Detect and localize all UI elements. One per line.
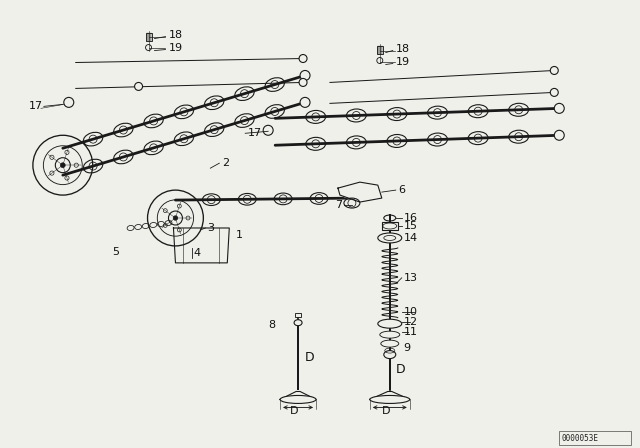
- Text: 1: 1: [236, 230, 243, 240]
- Bar: [559, 431, 631, 445]
- Circle shape: [134, 82, 143, 90]
- Text: 5: 5: [113, 247, 120, 257]
- Circle shape: [299, 78, 307, 86]
- Ellipse shape: [384, 351, 396, 358]
- Circle shape: [64, 97, 74, 108]
- Ellipse shape: [378, 233, 402, 243]
- Text: 10: 10: [404, 307, 418, 317]
- Text: D: D: [305, 351, 315, 364]
- Text: 18: 18: [168, 30, 182, 39]
- Text: 6: 6: [397, 185, 404, 195]
- Circle shape: [173, 216, 178, 220]
- Ellipse shape: [378, 319, 402, 328]
- Circle shape: [554, 130, 564, 140]
- Circle shape: [300, 97, 310, 108]
- Text: D: D: [381, 406, 390, 417]
- Text: 0000053E: 0000053E: [561, 434, 598, 443]
- Circle shape: [550, 88, 558, 96]
- Polygon shape: [173, 228, 229, 263]
- Circle shape: [60, 163, 65, 168]
- Text: D: D: [290, 406, 298, 417]
- Circle shape: [299, 55, 307, 63]
- Ellipse shape: [381, 340, 399, 347]
- Ellipse shape: [294, 320, 302, 326]
- Text: 14: 14: [404, 233, 418, 243]
- Text: 11: 11: [404, 327, 418, 336]
- Text: 4: 4: [193, 248, 200, 258]
- Text: 18: 18: [396, 43, 410, 54]
- Bar: [377, 46, 383, 53]
- Ellipse shape: [370, 396, 410, 404]
- Text: 8: 8: [268, 320, 275, 330]
- Bar: [382, 222, 397, 230]
- Text: 16: 16: [404, 213, 418, 223]
- Text: 12: 12: [404, 317, 418, 327]
- Circle shape: [263, 125, 273, 135]
- Ellipse shape: [380, 331, 400, 338]
- Text: 7: 7: [335, 200, 342, 210]
- Text: 19: 19: [396, 56, 410, 66]
- Text: 17: 17: [248, 128, 262, 138]
- Text: D: D: [396, 363, 405, 376]
- Text: 9: 9: [404, 343, 411, 353]
- Bar: [145, 33, 152, 41]
- Polygon shape: [370, 392, 410, 400]
- Text: 13: 13: [404, 273, 418, 283]
- Text: 19: 19: [168, 43, 182, 52]
- Text: 17: 17: [29, 101, 43, 112]
- Polygon shape: [280, 392, 316, 400]
- Text: 2: 2: [222, 158, 229, 168]
- Polygon shape: [338, 182, 382, 202]
- Ellipse shape: [280, 396, 316, 404]
- Text: 15: 15: [404, 221, 418, 231]
- Text: 3: 3: [207, 223, 214, 233]
- Bar: [295, 313, 301, 317]
- Circle shape: [300, 70, 310, 81]
- Circle shape: [554, 103, 564, 113]
- Circle shape: [550, 66, 558, 74]
